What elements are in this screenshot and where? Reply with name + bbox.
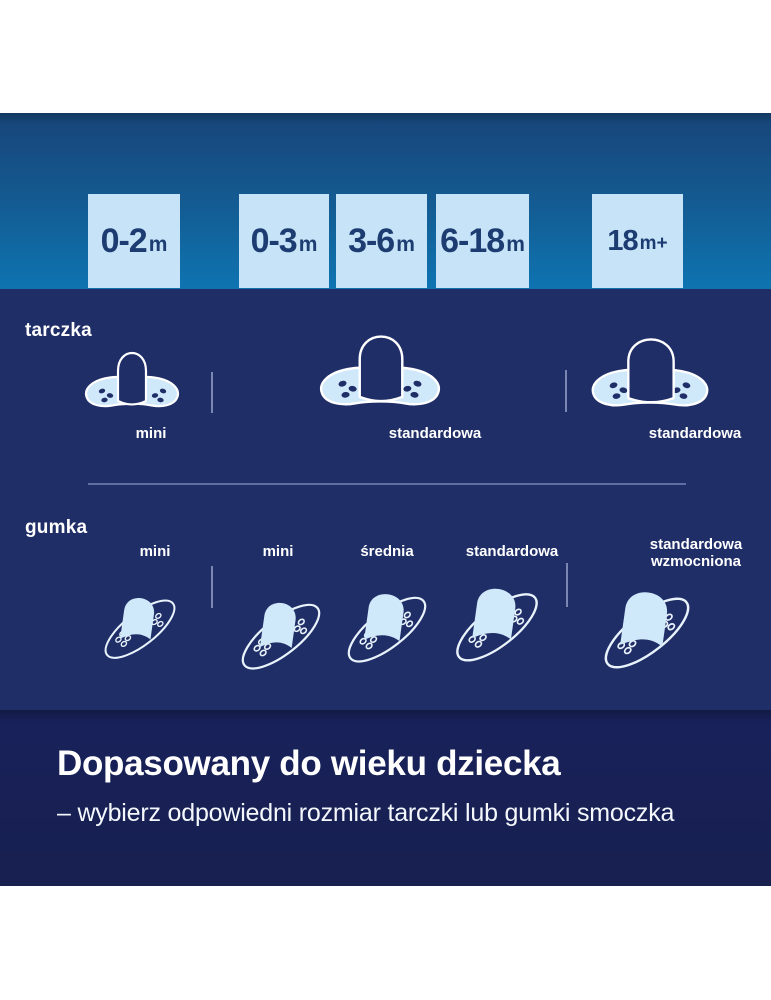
age-range-box-0-3m: 0-3 m (239, 194, 329, 288)
age-range-unit: m (396, 233, 415, 256)
age-range-value: 6-18 (440, 221, 505, 260)
age-range-value: 0-3 (250, 221, 298, 260)
age-range-value: 3-6 (348, 221, 395, 260)
age-range-value: 0-2 (100, 221, 148, 260)
pacifier-teat-medium-icon (347, 594, 427, 663)
pacifier-shield-mini-icon (85, 352, 179, 408)
age-range-value: 18 (607, 224, 638, 257)
teat-size-label: mini (262, 543, 294, 560)
age-range-box-18m-plus: 18 m+ (592, 194, 683, 288)
shield-size-label: mini (135, 425, 167, 442)
footer-heading: Dopasowany do wieku dziecka (57, 744, 561, 783)
footer-subtext: – wybierz odpowiedni rozmiar tarczki lub… (57, 799, 675, 827)
pacifier-teat-standard-icon (456, 588, 538, 662)
shield-row-divider (565, 370, 567, 412)
teat-size-label: standardowa wzmocniona (649, 536, 743, 570)
teat-size-label: standardowa (465, 543, 559, 560)
age-range-box-6-18m: 6-18 m (436, 194, 529, 288)
teat-row-divider (566, 563, 568, 607)
age-range-unit: m (148, 233, 168, 256)
pacifier-teat-standard-reinforced-icon (604, 592, 690, 669)
teat-row-label: gumka (25, 517, 88, 538)
shield-row-label: tarczka (25, 320, 92, 341)
age-range-unit: m (298, 233, 318, 256)
shield-size-label: standardowa (388, 425, 482, 442)
footer-panel (0, 710, 771, 886)
age-range-box-0-2m: 0-2 m (88, 194, 180, 288)
age-range-box-3-6m: 3-6 m (336, 194, 427, 288)
teat-row-divider (211, 566, 213, 608)
pacifier-teat-mini-icon (104, 598, 176, 659)
teat-size-label: mini (139, 543, 171, 560)
pacifier-shield-standard-icon (591, 338, 709, 407)
pacifier-teat-mini-icon (241, 602, 321, 670)
shield-row-divider (211, 372, 213, 413)
age-range-unit: m (506, 233, 525, 256)
age-range-unit: m+ (639, 233, 668, 254)
row-separator-line (88, 483, 686, 485)
teat-size-label: średnia (360, 543, 414, 560)
shield-size-label: standardowa (648, 425, 742, 442)
pacifier-shield-standard-icon (319, 335, 441, 406)
